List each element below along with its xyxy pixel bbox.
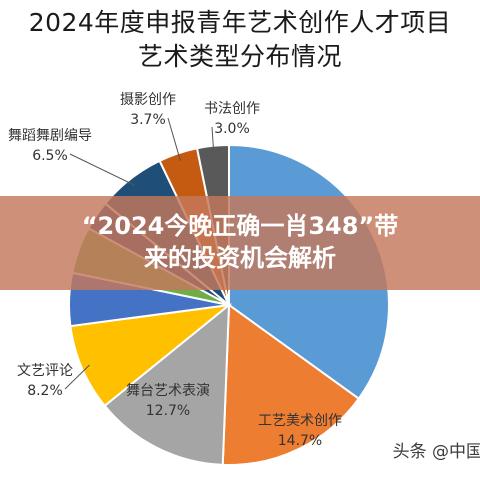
slice-label: 舞蹈舞剧编导 <box>8 128 92 144</box>
slice-label: 文艺评论 <box>17 363 73 379</box>
slice-value-label: 6.5% <box>32 148 68 164</box>
pie-slice <box>103 302 231 466</box>
slice-label: 书法创作 <box>204 101 260 117</box>
slice-value-label: 8.2% <box>27 383 63 399</box>
overlay-banner[interactable]: “2024今晚正确一肖348”带 来的投资机会解析 <box>0 196 480 290</box>
chart-title-line-1: 2024年度申报青年艺术创作人才项目 <box>28 8 452 37</box>
leader-line <box>211 126 215 154</box>
banner-line-2: 来的投资机会解析 <box>144 244 336 272</box>
slice-label: 舞台艺术表演 <box>126 383 210 399</box>
leader-line <box>69 153 136 186</box>
slice-label: 工艺美术创作 <box>258 413 342 429</box>
slice-value-label: 14.7% <box>278 433 322 449</box>
watermark: 头条 @中国艺 <box>392 442 480 462</box>
leader-line <box>167 117 181 162</box>
pie-slice <box>69 303 233 408</box>
leader-lines <box>64 117 215 390</box>
banner-line-1: “2024今晚正确一肖348”带 <box>81 212 399 240</box>
slice-label: 摄影创作 <box>120 92 176 108</box>
leader-line <box>64 364 90 390</box>
chart-title: 2024年度申报青年艺术创作人才项目 艺术类型分布情况 <box>0 6 480 74</box>
slice-value-label: 12.7% <box>146 403 190 419</box>
slice-value-label: 3.0% <box>214 121 250 137</box>
slice-value-label: 3.7% <box>130 112 166 128</box>
chart-title-line-2: 艺术类型分布情况 <box>137 42 342 71</box>
slice-labels: 工艺美术创作 14.7% 舞台艺术表演 12.7% 文艺评论 8.2% 舞蹈舞剧编导 6.5%… <box>8 92 342 449</box>
pie-slice <box>221 303 361 466</box>
